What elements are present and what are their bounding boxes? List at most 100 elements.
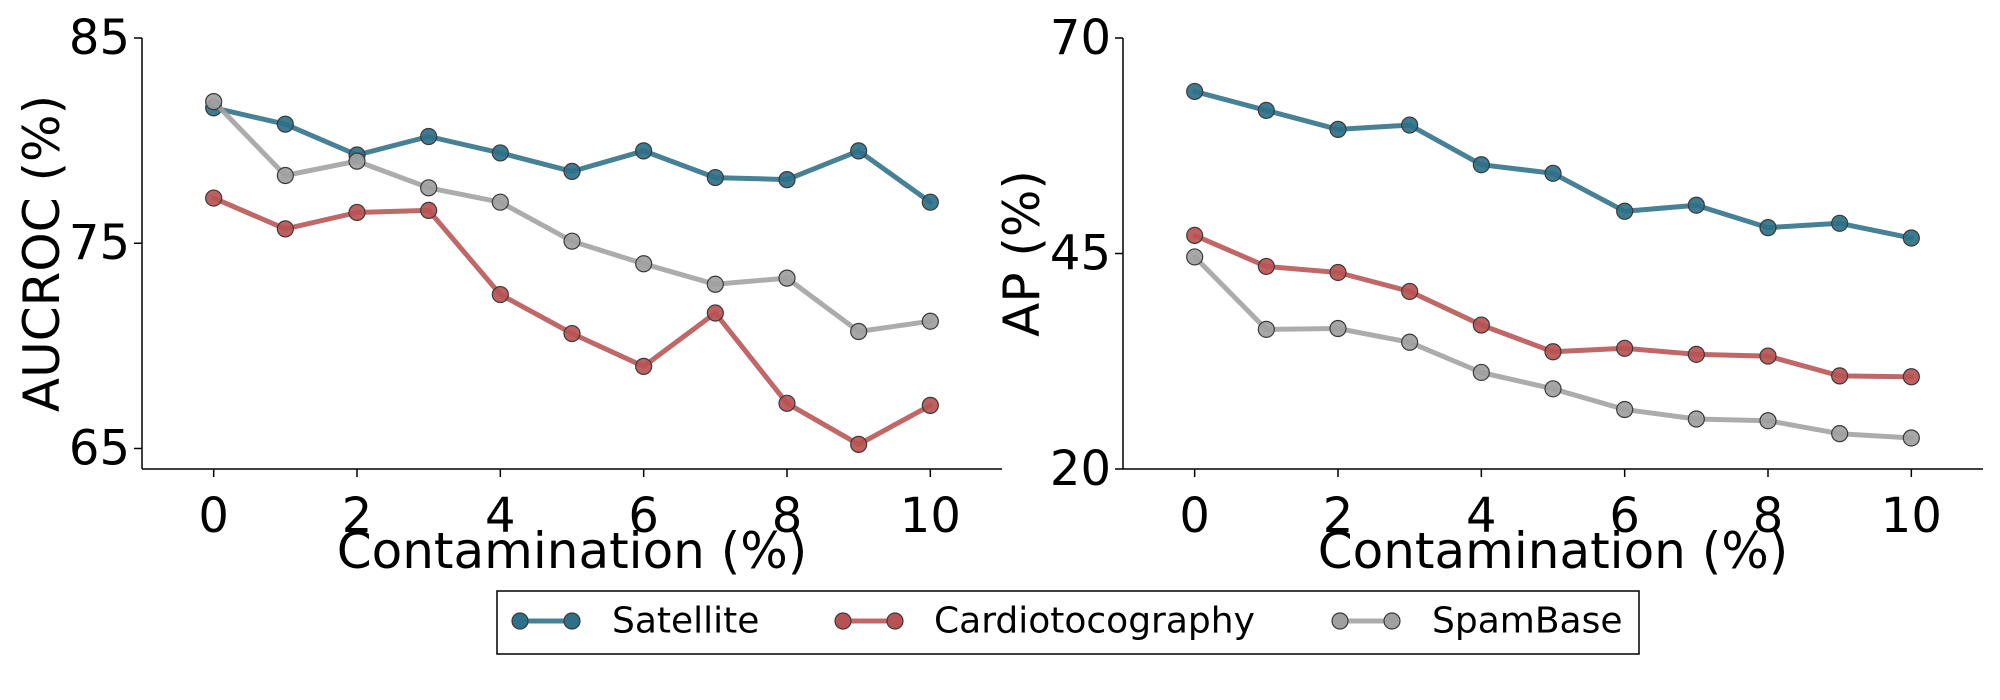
ap-x-tick-label: 4 xyxy=(1466,488,1497,544)
ap-x-tick-label: 2 xyxy=(1323,488,1354,544)
ap-x-tick-label: 8 xyxy=(1753,488,1784,544)
aucroc-data-point-spambase xyxy=(778,269,796,287)
ap-data-point-satellite xyxy=(1257,101,1275,120)
aucroc-chart-panel: 0 2 4 6 8 10 65 75 85 Contamination (%) AUCROC (%) xyxy=(13,10,1002,580)
aucroc-x-tick-label: 6 xyxy=(628,488,659,544)
aucroc-data-point-satellite xyxy=(850,142,868,160)
aucroc-data-point-spambase xyxy=(205,93,223,111)
ap-y-tick-label: 20 xyxy=(1050,441,1111,497)
aucroc-x-tick-label: 8 xyxy=(772,488,803,544)
ap-data-point-cardiotocography xyxy=(1616,339,1634,357)
ap-data-point-cardiotocography xyxy=(1401,282,1419,301)
aucroc-data-point-cardiotocography xyxy=(348,203,366,222)
ap-x-tick-label: 0 xyxy=(1179,488,1210,544)
aucroc-y-tick-label: 65 xyxy=(69,420,130,476)
aucroc-data-point-cardiotocography xyxy=(921,396,939,414)
ap-y-tick-label: 45 xyxy=(1050,226,1111,282)
aucroc-data-point-cardiotocography xyxy=(778,394,796,412)
aucroc-y-tick-label: 75 xyxy=(69,215,130,271)
ap-data-point-cardiotocography xyxy=(1544,343,1562,361)
aucroc-data-point-satellite xyxy=(706,168,724,187)
aucroc-data-point-spambase xyxy=(348,152,366,170)
ap-data-point-spambase xyxy=(1186,248,1204,266)
aucroc-x-tick-label: 0 xyxy=(198,488,229,544)
ap-data-point-cardiotocography xyxy=(1902,368,1920,386)
ap-data-point-satellite xyxy=(1902,229,1920,247)
legend-label-satellite: Satellite xyxy=(612,601,759,642)
legend-marker-satellite xyxy=(563,612,581,630)
aucroc-data-point-spambase xyxy=(276,166,294,185)
aucroc-data-point-cardiotocography xyxy=(420,201,438,219)
legend-marker-spambase xyxy=(1331,612,1349,630)
ap-data-point-spambase xyxy=(1472,363,1490,382)
aucroc-data-point-satellite xyxy=(491,144,509,162)
aucroc-data-point-spambase xyxy=(921,312,939,330)
aucroc-data-point-cardiotocography xyxy=(850,435,868,453)
aucroc-data-point-spambase xyxy=(491,193,509,211)
aucroc-x-axis-title: Contamination (%) xyxy=(337,522,808,580)
legend-marker-spambase xyxy=(1383,612,1401,630)
aucroc-data-point-spambase xyxy=(635,255,653,273)
aucroc-y-axis-title: AUCROC (%) xyxy=(13,95,71,412)
ap-data-point-spambase xyxy=(1616,400,1634,419)
legend-box xyxy=(496,590,1640,655)
ap-series-line-satellite xyxy=(1192,88,1914,241)
aucroc-x-tick-label: 10 xyxy=(900,488,961,544)
aucroc-data-point-spambase xyxy=(563,232,581,250)
aucroc-data-point-cardiotocography xyxy=(205,189,223,207)
aucroc-x-tick-label: 2 xyxy=(342,488,373,544)
ap-data-point-satellite xyxy=(1401,116,1419,134)
aucroc-data-point-cardiotocography xyxy=(706,304,724,322)
aucroc-data-point-spambase xyxy=(850,322,868,341)
ap-data-point-satellite xyxy=(1831,214,1849,232)
ap-data-point-satellite xyxy=(1329,120,1347,138)
ap-data-point-cardiotocography xyxy=(1687,345,1705,363)
aucroc-data-point-spambase xyxy=(420,179,438,197)
ap-data-point-satellite xyxy=(1544,164,1562,182)
ap-data-point-satellite xyxy=(1759,219,1777,237)
ap-data-point-cardiotocography xyxy=(1186,226,1204,244)
ap-data-point-spambase xyxy=(1687,410,1705,428)
chart-legend: Satellite Cardiotocography SpamBase xyxy=(496,590,1640,655)
legend-label-cardiotocography: Cardiotocography xyxy=(934,601,1255,642)
aucroc-data-point-satellite xyxy=(276,115,294,133)
aucroc-data-point-satellite xyxy=(635,142,653,160)
aucroc-y-tick-label: 85 xyxy=(69,10,130,66)
ap-data-point-cardiotocography xyxy=(1759,347,1777,365)
aucroc-data-point-cardiotocography xyxy=(635,357,653,375)
ap-data-point-spambase xyxy=(1329,319,1347,338)
ap-y-tick-label: 70 xyxy=(1050,10,1111,66)
aucroc-series-line-satellite xyxy=(211,105,933,205)
legend-marker-cardiotocography xyxy=(834,612,852,630)
aucroc-data-point-satellite xyxy=(921,193,939,211)
aucroc-data-point-satellite xyxy=(420,127,438,146)
aucroc-data-point-spambase xyxy=(706,275,724,293)
aucroc-data-point-cardiotocography xyxy=(276,220,294,238)
aucroc-data-point-satellite xyxy=(563,162,581,181)
ap-data-point-satellite xyxy=(1616,202,1634,220)
ap-x-tick-label: 10 xyxy=(1881,488,1942,544)
ap-data-point-satellite xyxy=(1687,196,1705,214)
aucroc-series-line-spambase xyxy=(211,99,933,334)
ap-data-point-cardiotocography xyxy=(1472,316,1490,334)
ap-x-tick-label: 6 xyxy=(1609,488,1640,544)
legend-label-spambase: SpamBase xyxy=(1432,601,1623,642)
aucroc-data-point-satellite xyxy=(778,171,796,189)
aucroc-data-point-cardiotocography xyxy=(491,285,509,304)
ap-data-point-cardiotocography xyxy=(1329,263,1347,282)
ap-data-point-spambase xyxy=(1759,412,1777,430)
ap-data-point-spambase xyxy=(1902,429,1920,447)
ap-data-point-cardiotocography xyxy=(1257,257,1275,276)
aucroc-data-point-cardiotocography xyxy=(563,324,581,343)
ap-data-point-spambase xyxy=(1401,333,1419,351)
ap-data-point-satellite xyxy=(1472,156,1490,174)
legend-marker-cardiotocography xyxy=(886,612,904,630)
ap-data-point-spambase xyxy=(1257,320,1275,338)
ap-y-axis-title: AP (%) xyxy=(993,170,1051,337)
ap-data-point-cardiotocography xyxy=(1831,367,1849,385)
ap-chart-panel: 0 2 4 6 8 10 20 45 70 Contamination (%) AP (%) xyxy=(993,10,1983,580)
aucroc-x-tick-label: 4 xyxy=(485,488,516,544)
ap-x-axis-title: Contamination (%) xyxy=(1318,522,1789,580)
ap-data-point-spambase xyxy=(1831,425,1849,443)
